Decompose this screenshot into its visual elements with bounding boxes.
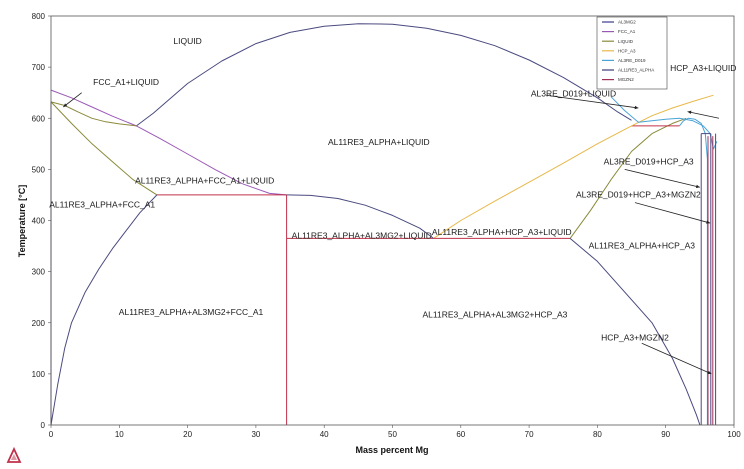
phase-boundary-3 [50, 101, 158, 196]
x-tick-label: 40 [320, 430, 329, 439]
legend-entry: FCC_A1 [618, 29, 636, 34]
phase-region-labels: LIQUID FCC_A1+LIQUID HCP_A3+LIQUID AL3RE_D0… [49, 36, 736, 343]
region-label: AL3RE_D019+HCP_A3+MGZN2 [576, 189, 701, 199]
y-tick-label: 700 [32, 63, 46, 72]
logo-triangle-outer [6, 446, 22, 463]
region-label: HCP_A3+LIQUID [670, 63, 736, 73]
y-tick-label: 0 [41, 421, 46, 430]
legend: AL3MG2 FCC_A1 LIQUID HCP_A3 AL3RE_D019 AL11RE… [596, 16, 668, 90]
x-tick-label: 0 [49, 430, 54, 439]
legend-items: AL3MG2 FCC_A1 LIQUID HCP_A3 AL3RE_D019 AL11RE… [602, 20, 654, 82]
region-label: AL11RE3_ALPHA+HCP_A3+LIQUID [432, 227, 572, 237]
annotation-arrow-4 [634, 202, 711, 224]
x-tick-label: 10 [115, 430, 124, 439]
legend-entry: LIQUID [618, 39, 634, 44]
thermo-calc-logo [6, 446, 22, 463]
phase-boundary-17 [679, 117, 708, 425]
x-tick-label: 20 [183, 430, 192, 439]
annotation-arrowhead-3 [695, 184, 700, 189]
logo-triangle-inner [11, 454, 17, 460]
region-label: LIQUID [173, 36, 201, 46]
region-label: AL11RE3_ALPHA+FCC_A1+LIQUID [135, 176, 274, 186]
region-label: AL11RE3_ALPHA+FCC_A1 [49, 200, 155, 210]
annotation-arrow-1 [687, 111, 720, 119]
phase-boundary-13 [569, 238, 701, 426]
annotation-arrowhead-0 [63, 103, 68, 108]
x-tick-label: 60 [456, 430, 465, 439]
x-tick-label: 100 [727, 430, 741, 439]
phase-boundary-9 [286, 194, 434, 239]
y-tick-label: 600 [32, 114, 46, 123]
legend-entry: MGZN2 [618, 77, 634, 82]
x-tick-label: 70 [525, 430, 534, 439]
region-label: AL3RE_D019+LIQUID [531, 88, 616, 98]
phase-boundary-0 [136, 23, 632, 127]
legend-entry: HCP_A3 [618, 48, 636, 53]
annotation-arrows [63, 92, 720, 375]
phase-boundary-12 [569, 117, 687, 239]
y-tick-label: 200 [32, 319, 46, 328]
annotation-arrow-5 [641, 342, 712, 375]
region-label: AL11RE3_ALPHA+AL3MG2+HCP_A3 [422, 310, 567, 320]
annotation-arrowhead-1 [687, 110, 692, 115]
x-axis-label: Mass percent Mg [355, 445, 428, 455]
annotation-arrowhead-2 [634, 105, 639, 110]
axis-ticks: 0 10 20 30 40 50 60 70 80 90 100 0 100 200 300 400 500 60… [32, 12, 742, 439]
phase-boundary-1 [50, 89, 287, 196]
region-label: HCP_A3+MGZN2 [601, 333, 669, 343]
annotation-arrowhead-5 [707, 370, 712, 375]
y-tick-label: 800 [32, 12, 46, 21]
annotation-arrow-0 [63, 92, 82, 108]
phase-boundary-10 [433, 125, 632, 239]
phase-boundary-2 [50, 101, 137, 127]
legend-entry: AL3MG2 [618, 20, 636, 25]
phase-boundary-15 [631, 94, 714, 127]
x-tick-label: 90 [661, 430, 670, 439]
region-label: AL3RE_D019+HCP_A3 [604, 156, 694, 166]
region-label: FCC_A1+LIQUID [93, 77, 159, 87]
y-tick-label: 400 [32, 217, 46, 226]
x-tick-label: 50 [388, 430, 397, 439]
y-tick-label: 300 [32, 268, 46, 277]
x-tick-label: 30 [251, 430, 260, 439]
y-tick-label: 500 [32, 165, 46, 174]
x-tick-label: 80 [593, 430, 602, 439]
phase-boundary-4 [50, 194, 158, 426]
legend-entry: AL11RE3_ALPHA [618, 68, 654, 73]
y-axis-label: Temperature [°C] [17, 185, 27, 257]
annotation-arrow-3 [624, 168, 700, 188]
legend-box [596, 16, 668, 90]
region-label: AL11RE3_ALPHA+AL3MG2+LIQUID [292, 230, 432, 240]
y-tick-label: 100 [32, 370, 46, 379]
annotation-arrow-2 [546, 94, 639, 109]
region-label: AL11RE3_ALPHA+AL3MG2+FCC_A1 [119, 307, 264, 317]
annotation-arrowhead-4 [706, 220, 711, 224]
region-label: AL11RE3_ALPHA+HCP_A3 [589, 241, 696, 251]
legend-entry: AL3RE_D019 [618, 58, 646, 63]
region-label: AL11RE3_ALPHA+LIQUID [328, 137, 430, 147]
